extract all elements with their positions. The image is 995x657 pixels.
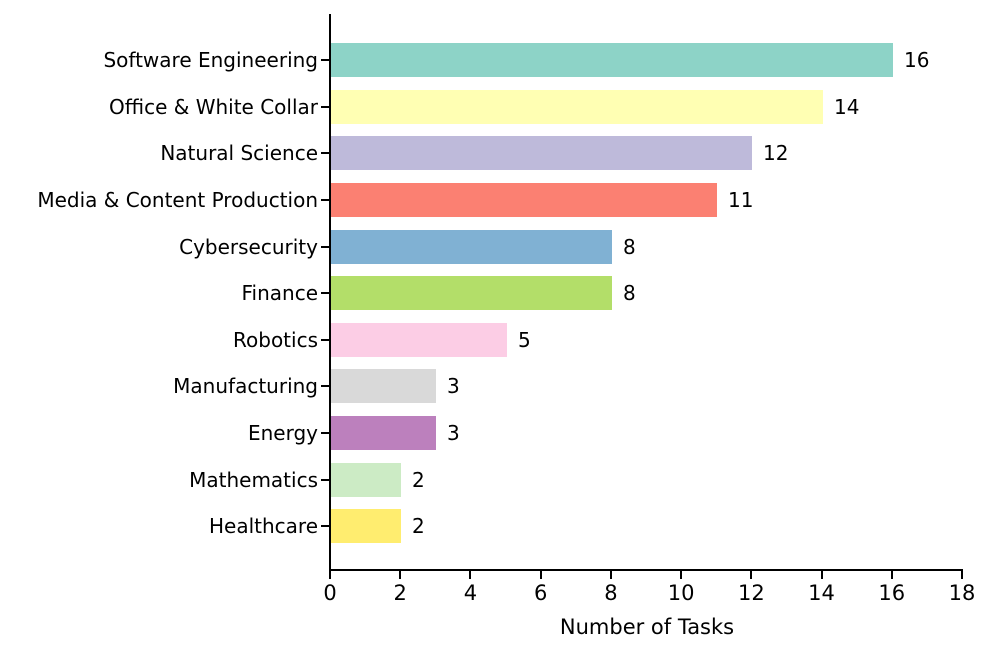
value-label-finance: 8	[623, 281, 636, 305]
x-tick-12	[750, 571, 753, 579]
category-label-natural-science: Natural Science	[160, 141, 318, 165]
x-tick-label-4: 4	[463, 581, 478, 605]
bar-energy	[331, 416, 436, 450]
x-tick-label-18: 18	[948, 581, 976, 605]
value-label-cybersecurity: 8	[623, 235, 636, 259]
bar-manufacturing	[331, 369, 436, 403]
y-tick-media-content-production	[321, 199, 329, 201]
x-tick-6	[539, 571, 542, 579]
category-label-finance: Finance	[241, 281, 318, 305]
bar-media-content-production	[331, 183, 717, 217]
y-tick-finance	[321, 292, 329, 294]
bar-software-engineering	[331, 43, 893, 77]
bar-finance	[331, 276, 612, 310]
value-label-software-engineering: 16	[904, 48, 930, 72]
category-label-media-content-production: Media & Content Production	[37, 188, 318, 212]
bar-natural-science	[331, 136, 752, 170]
x-tick-4	[469, 571, 472, 579]
y-tick-healthcare	[321, 525, 329, 527]
bar-robotics	[331, 323, 507, 357]
bar-healthcare	[331, 509, 401, 543]
y-tick-cybersecurity	[321, 246, 329, 248]
x-tick-18	[961, 571, 963, 579]
bar-office-white-collar	[331, 90, 823, 124]
x-tick-0	[329, 571, 331, 579]
category-label-energy: Energy	[247, 421, 318, 445]
bar-cybersecurity	[331, 230, 612, 264]
y-tick-energy	[321, 432, 329, 434]
category-label-software-engineering: Software Engineering	[103, 48, 318, 72]
value-label-mathematics: 2	[412, 468, 425, 492]
x-tick-label-10: 10	[667, 581, 695, 605]
x-tick-10	[680, 571, 683, 579]
category-label-mathematics: Mathematics	[189, 468, 318, 492]
x-tick-label-14: 14	[808, 581, 835, 605]
y-axis-line	[329, 14, 331, 571]
y-tick-manufacturing	[321, 385, 329, 387]
y-tick-robotics	[321, 339, 329, 341]
category-label-office-white-collar: Office & White Collar	[109, 95, 318, 119]
y-tick-software-engineering	[321, 59, 329, 61]
x-axis-line	[329, 569, 963, 571]
x-tick-label-2: 2	[393, 581, 407, 605]
x-tick-8	[609, 571, 612, 579]
value-label-healthcare: 2	[412, 514, 425, 538]
x-tick-label-8: 8	[604, 581, 618, 605]
value-label-robotics: 5	[518, 328, 531, 352]
x-tick-label-6: 6	[533, 581, 548, 605]
bar-mathematics	[331, 463, 401, 497]
x-tick-16	[890, 571, 893, 579]
value-label-energy: 3	[447, 421, 460, 445]
value-label-manufacturing: 3	[447, 374, 460, 398]
value-label-office-white-collar: 14	[834, 95, 860, 119]
x-tick-2	[399, 571, 402, 579]
category-label-healthcare: Healthcare	[208, 514, 318, 538]
x-axis-title: Number of Tasks	[559, 615, 735, 639]
x-tick-label-16: 16	[878, 581, 906, 605]
category-label-cybersecurity: Cybersecurity	[179, 235, 318, 259]
category-label-manufacturing: Manufacturing	[173, 374, 318, 398]
x-tick-14	[820, 571, 823, 579]
y-tick-natural-science	[321, 152, 329, 154]
y-tick-mathematics	[321, 479, 329, 481]
x-tick-label-12: 12	[737, 581, 765, 605]
value-label-natural-science: 12	[763, 141, 789, 165]
x-tick-label-0: 0	[323, 581, 337, 605]
value-label-media-content-production: 11	[728, 188, 754, 212]
y-tick-office-white-collar	[321, 106, 329, 108]
category-label-robotics: Robotics	[233, 328, 318, 352]
